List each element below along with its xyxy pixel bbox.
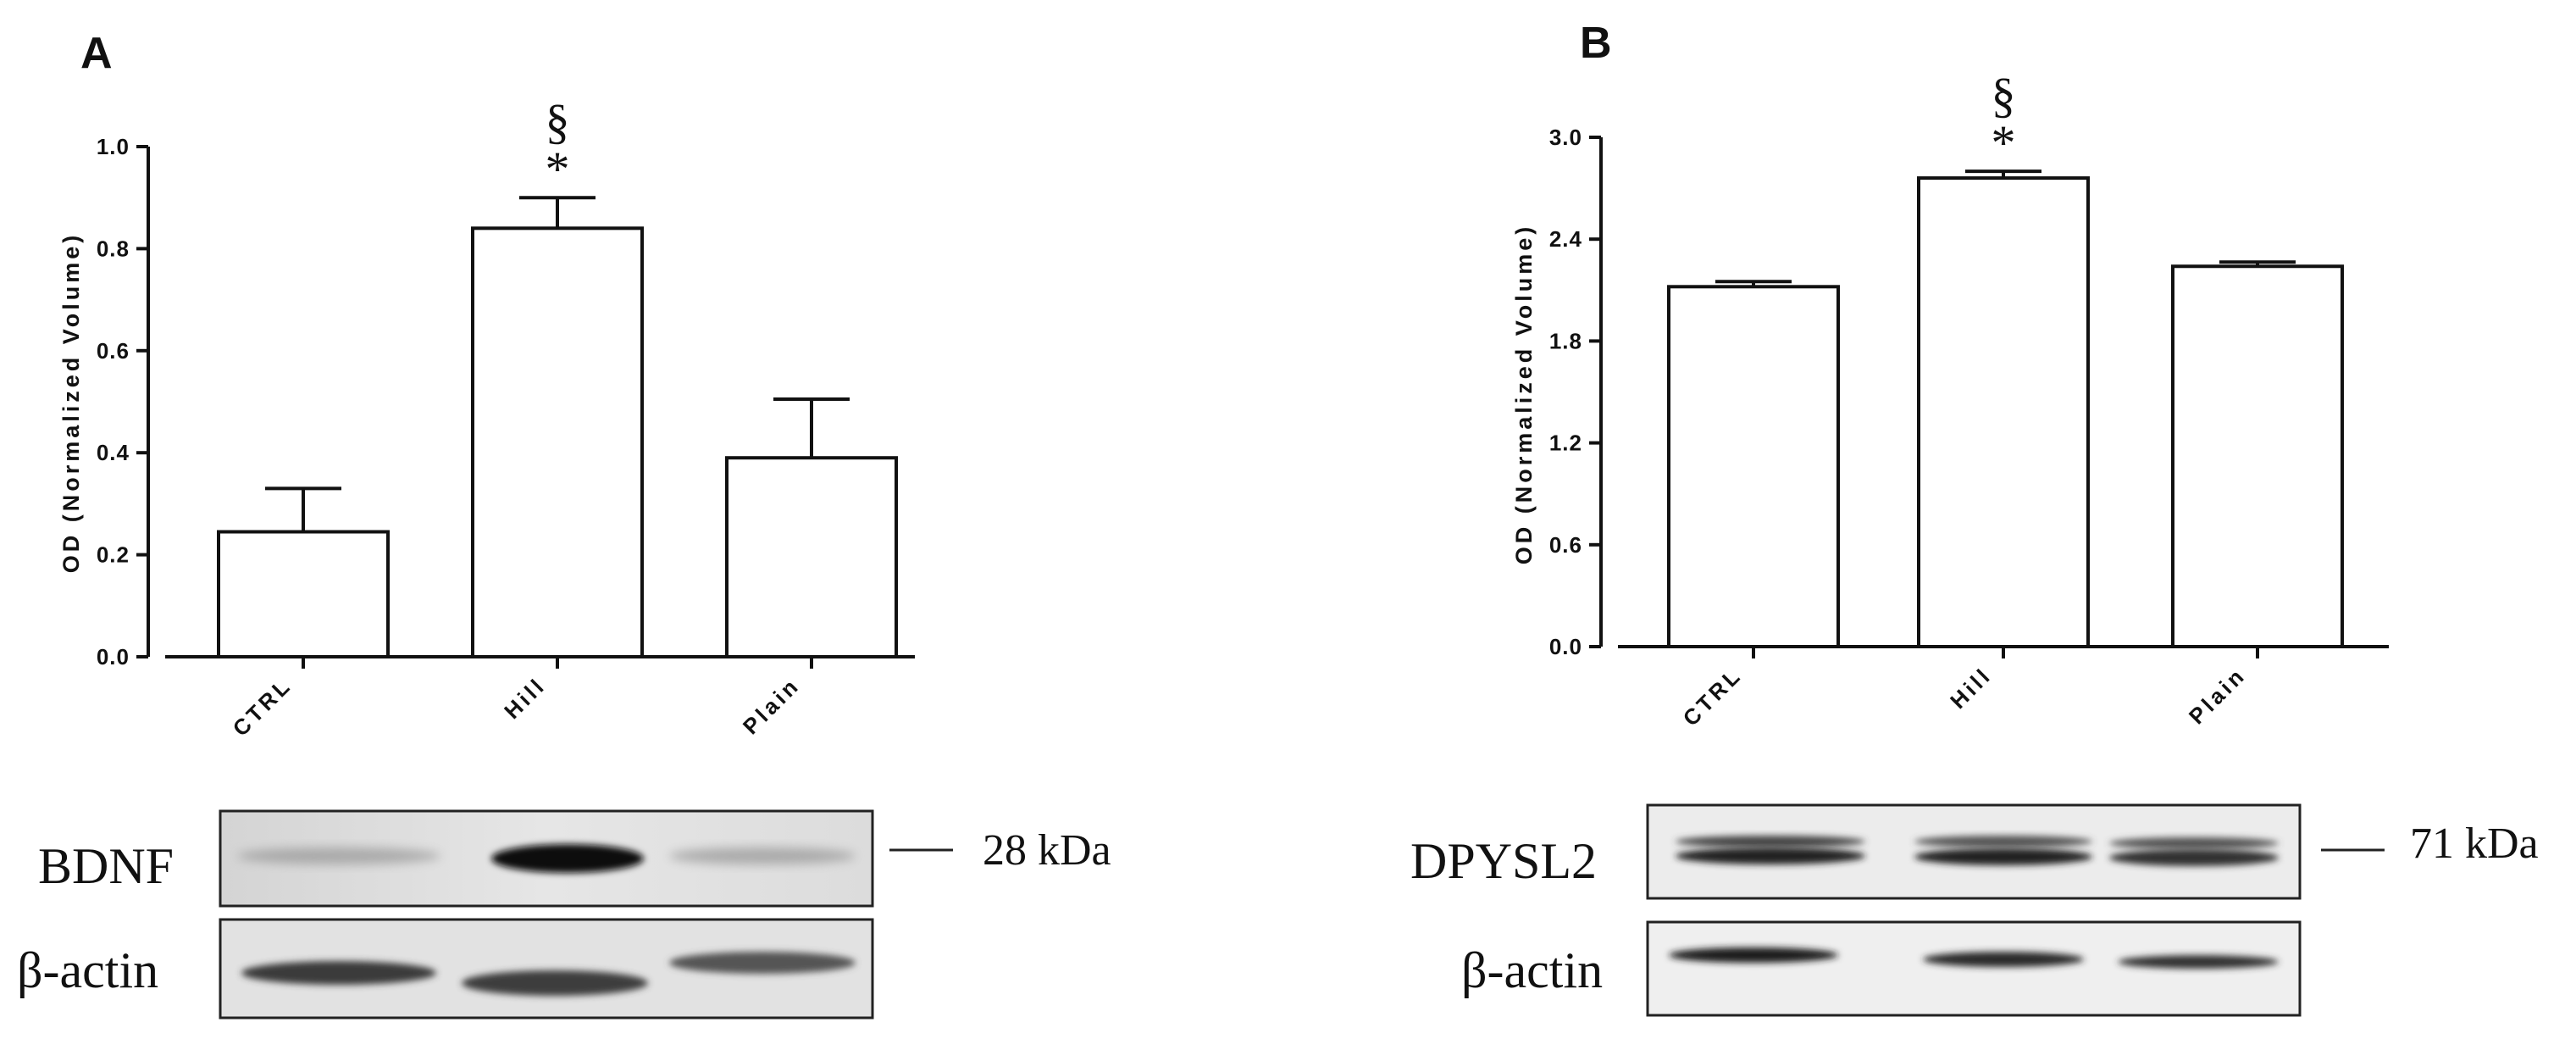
beta-actin-b-label: β-actin	[1461, 942, 1603, 998]
panel-b: B OD (Normalized Volume) 0.0 0.6 1.2 1.8 2.4…	[1410, 19, 2539, 1017]
panel-b-y-tick-label: 3.0	[1549, 125, 1582, 150]
panel-b-bar-hill	[1917, 176, 2090, 648]
panel-a-y-axis-title: OD (Normalized Volume)	[58, 232, 84, 574]
panel-b-bar-ctrl	[1667, 285, 1840, 648]
bdnf-band-hill	[491, 844, 644, 873]
panel-a-category-label-plain: Plain	[738, 672, 805, 739]
bdnf-band-plain	[669, 847, 856, 864]
dpysl2-band-hill	[1914, 848, 2092, 865]
panel-a-blot: BDNF 28 kDa β-actin	[17, 809, 1111, 1020]
panel-a-category-label-hill: Hill	[499, 672, 551, 724]
panel-a-chart: OD (Normalized Volume) 0.0 0.2 0.4 0.6 0.8 1.…	[58, 94, 915, 742]
beta-actin-a-band-plain	[669, 952, 856, 974]
panel-a-bar-plain	[725, 456, 898, 658]
panel-a-y-tick-label: 0.4	[97, 440, 130, 465]
beta-actin-a-label: β-actin	[17, 942, 158, 998]
dpysl2-band-hill-upper	[1914, 836, 2092, 847]
bdnf-band-ctrl	[237, 847, 440, 864]
panel-b-category-label-hill: Hill	[1945, 662, 1997, 714]
panel-b-y-tick-label: 0.6	[1549, 532, 1582, 558]
panel-a-y-tick-label: 0.6	[97, 338, 130, 364]
panel-a-bar-ctrl	[217, 530, 390, 659]
panel-b-y-tick-label: 0.0	[1549, 634, 1582, 659]
dpysl2-size-label: 71 kDa	[2410, 820, 2539, 868]
panel-a-significance-section: §	[546, 94, 570, 149]
panel-a-y-tick-label: 0.8	[97, 236, 130, 261]
panel-b-significance-asterisk: *	[1992, 115, 2016, 170]
panel-a-y-tick-label: 0.0	[97, 644, 130, 670]
dpysl2-label: DPYSL2	[1410, 833, 1597, 889]
beta-actin-b-band-hill	[1923, 952, 2084, 967]
panel-b-y-tick-label: 2.4	[1549, 226, 1582, 252]
panel-a: A OD (Normalized Volume) 0.0 0.2 0.4 0.6 0.8…	[17, 29, 1111, 1020]
panel-b-chart: OD (Normalized Volume) 0.0 0.6 1.2 1.8 2.4 3.…	[1511, 68, 2389, 731]
panel-b-y-axis-title: OD (Normalized Volume)	[1511, 224, 1537, 565]
dpysl2-band-ctrl	[1676, 847, 1865, 864]
panel-b-blot: DPYSL2 71 kDa β-actin	[1410, 803, 2539, 1017]
panel-b-category-label-plain: Plain	[2184, 662, 2251, 729]
dpysl2-band-plain-upper	[2109, 837, 2279, 849]
panel-b-category-label-ctrl: CTRL	[1678, 662, 1748, 731]
beta-actin-b-band-plain	[2118, 955, 2279, 969]
beta-actin-b-blot-strip	[1646, 920, 2302, 1017]
panel-a-significance-asterisk: *	[546, 142, 570, 197]
panel-a-y-tick-label: 1.0	[97, 134, 130, 159]
dpysl2-band-ctrl-upper	[1676, 836, 1865, 847]
panel-b-y-tick-label: 1.8	[1549, 328, 1582, 353]
bdnf-label: BDNF	[38, 838, 174, 894]
beta-actin-b-band-ctrl	[1669, 947, 1838, 963]
panel-b-y-tick-label: 1.2	[1549, 431, 1582, 456]
beta-actin-a-band-hill	[462, 970, 648, 996]
panel-b-significance-section: §	[1992, 68, 2016, 123]
panel-b-bar-plain	[2171, 264, 2344, 648]
beta-actin-a-band-ctrl	[241, 961, 436, 985]
panel-a-letter: A	[80, 29, 113, 78]
panel-b-letter: B	[1580, 19, 1612, 68]
panel-a-category-label-ctrl: CTRL	[228, 672, 297, 742]
bdnf-size-label: 28 kDa	[983, 826, 1111, 875]
dpysl2-band-plain	[2109, 849, 2279, 866]
panel-a-bar-hill	[471, 226, 644, 658]
panel-a-y-tick-label: 0.2	[97, 542, 130, 568]
